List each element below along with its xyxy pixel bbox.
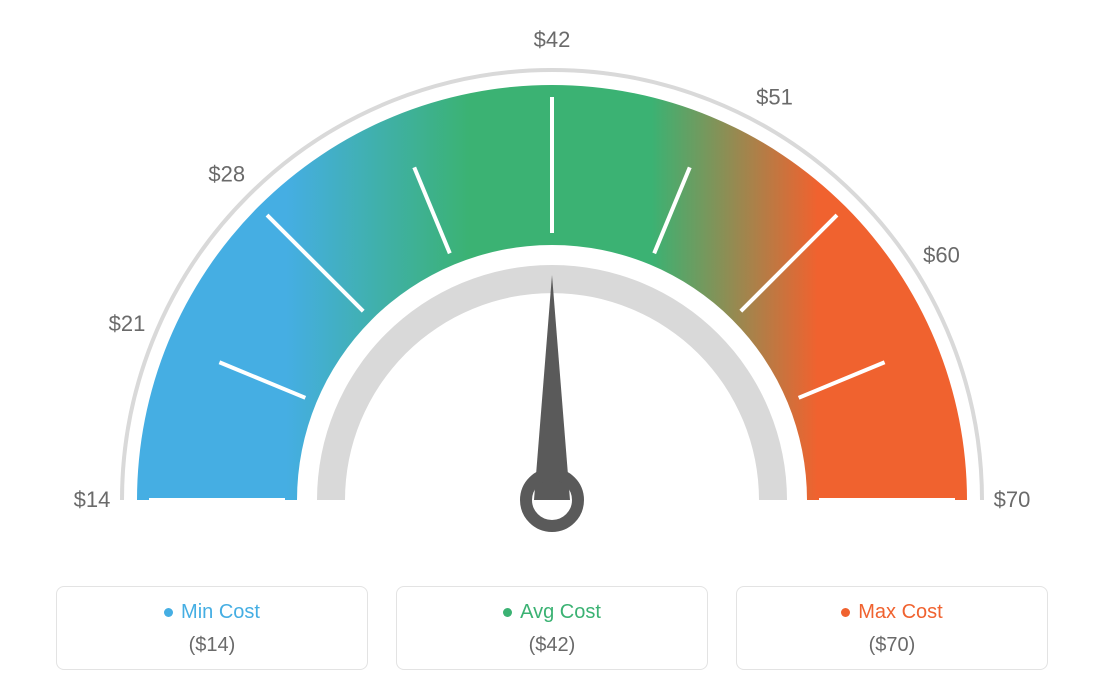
legend-title-min: Min Cost bbox=[181, 601, 260, 624]
legend-row: Min Cost ($14) Avg Cost ($42) Max Cost (… bbox=[0, 586, 1104, 670]
legend-title-max: Max Cost bbox=[858, 601, 942, 624]
gauge-tick-label: $60 bbox=[923, 242, 960, 267]
gauge-needle bbox=[534, 275, 570, 500]
legend-dot-min bbox=[164, 608, 173, 617]
gauge-tick-label: $28 bbox=[208, 162, 245, 187]
legend-value-max: ($70) bbox=[737, 634, 1047, 657]
gauge-chart: $14 $21 $28 $42 $51 $60 $70 bbox=[0, 0, 1104, 575]
legend-dot-avg bbox=[503, 608, 512, 617]
legend-value-avg: ($42) bbox=[397, 634, 707, 657]
legend-card-min: Min Cost ($14) bbox=[56, 586, 368, 670]
legend-title-avg: Avg Cost bbox=[520, 601, 601, 624]
legend-card-avg: Avg Cost ($42) bbox=[396, 586, 708, 670]
legend-dot-max bbox=[841, 608, 850, 617]
gauge-tick-label: $42 bbox=[534, 27, 571, 52]
gauge-tick-label: $14 bbox=[74, 487, 111, 512]
legend-card-max: Max Cost ($70) bbox=[736, 586, 1048, 670]
legend-value-min: ($14) bbox=[57, 634, 367, 657]
cost-gauge-widget: $14 $21 $28 $42 $51 $60 $70 Min Cost ($14) Avg… bbox=[0, 0, 1104, 690]
gauge-tick-label: $70 bbox=[994, 487, 1031, 512]
gauge-tick-label: $21 bbox=[109, 311, 146, 336]
gauge-tick-label: $51 bbox=[756, 84, 793, 109]
